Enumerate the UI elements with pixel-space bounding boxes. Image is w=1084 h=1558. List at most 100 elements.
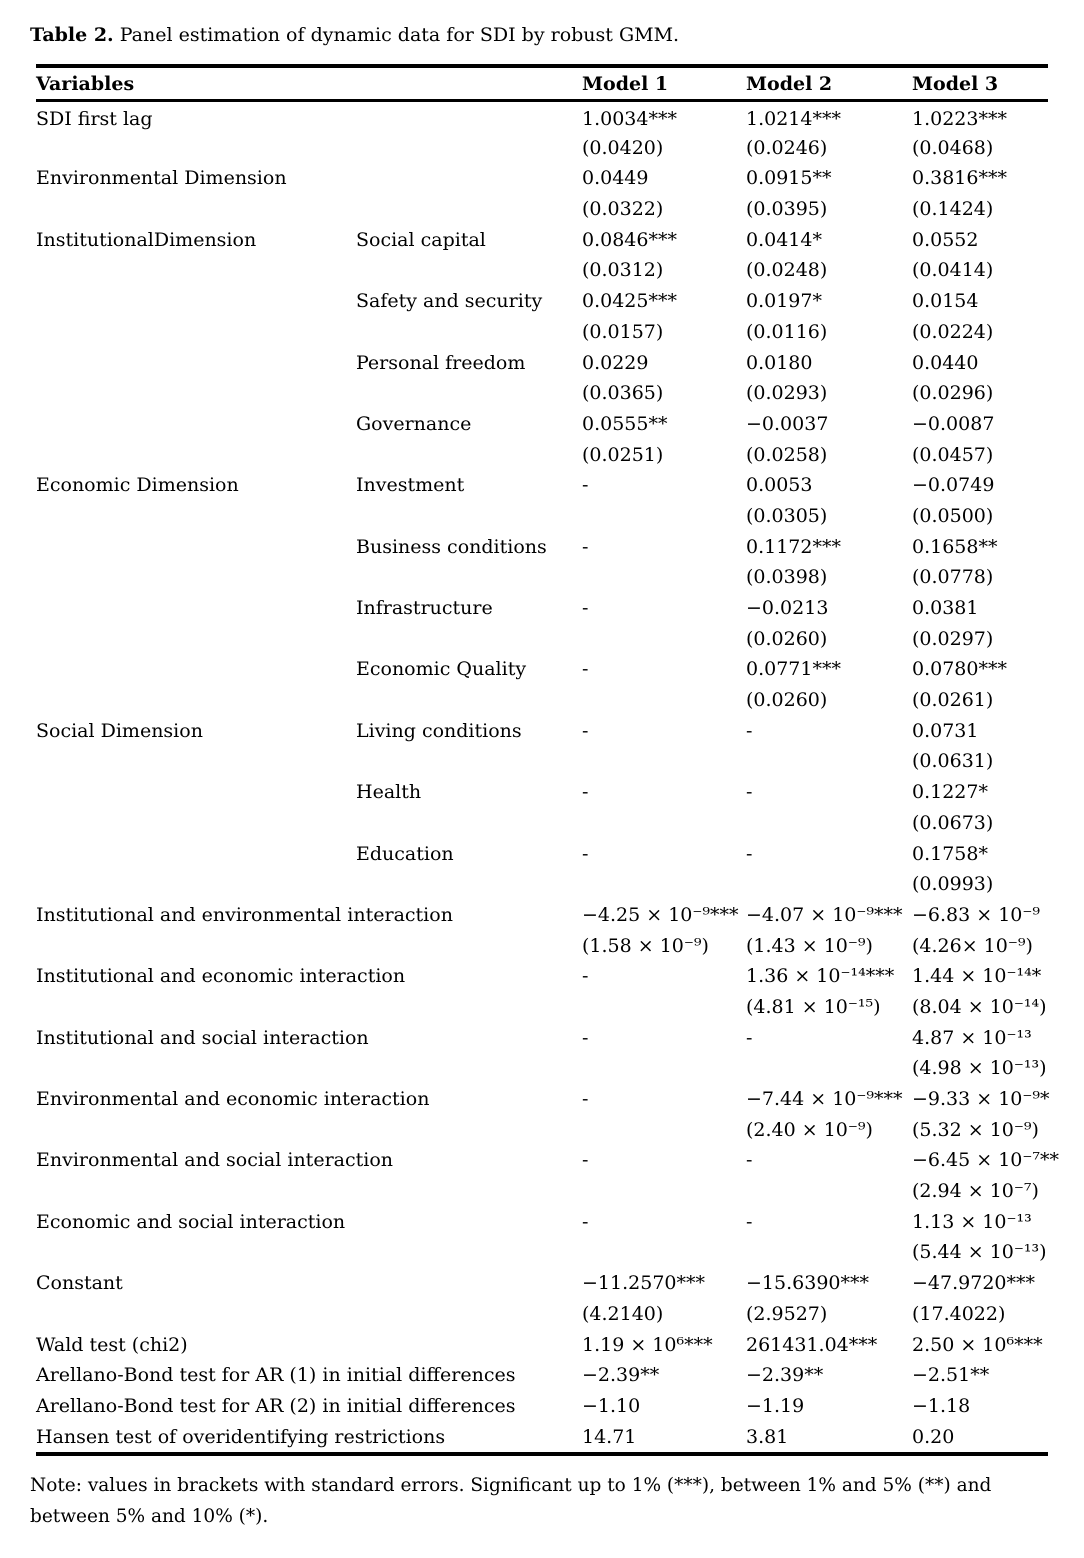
coefficient-value: 0.0197* [746,290,822,313]
standard-error: (0.0395) [746,198,828,221]
variable-cell: Economic and social interaction [36,1207,582,1268]
coefficient-value: - [582,474,589,497]
model2-cell: - [746,1145,912,1206]
variable-label: InstitutionalDimension [36,228,257,251]
model3-cell: −1.18 [912,1391,1048,1422]
sub-variable-label: Living conditions [356,719,522,742]
variable-label: Wald test (chi2) [36,1333,188,1356]
table-row: Constant −11.2570*** (4.2140) −15.6390*** (2… [36,1268,1048,1329]
model2-cell: −4.07 × 10⁻⁹*** (1.43 × 10⁻⁹) [746,900,912,961]
table-header: Variables Model 1 Model 2 Model 3 [36,66,1048,102]
variable-cell: Institutional and economic interaction [36,961,582,1022]
standard-error: (5.44 × 10⁻¹³) [912,1241,1047,1264]
model3-cell: 0.3816*** (0.1424) [912,163,1048,224]
table-row: Environmental Dimension 0.0449 (0.0322) 0.0… [36,163,1048,224]
model1-cell: - [582,654,746,715]
model2-cell: 1.36 × 10⁻¹⁴*** (4.81 × 10⁻¹⁵) [746,961,912,1022]
model2-cell: 0.0771*** (0.0260) [746,654,912,715]
variable-cell: Environmental Dimension [36,163,582,224]
coefficient-value: - [582,597,589,619]
coefficient-value: 0.20 [912,1425,955,1448]
model2-cell: 3.81 [746,1422,912,1455]
model2-cell: −1.19 [746,1391,912,1422]
coefficient-value: - [582,658,589,681]
coefficient-value: 0.1758* [912,842,988,865]
sub-variable-label: Economic Quality [356,658,527,681]
model2-cell: 0.0197* (0.0116) [746,286,912,347]
standard-error: (0.0468) [912,136,994,159]
sub-variable-label: Investment [356,474,465,497]
model1-cell: - [582,839,746,900]
standard-error: (0.0258) [746,443,828,466]
variable-cell: Institutional and environmental interact… [36,900,582,961]
coefficient-value: 0.0053 [746,474,813,497]
coefficient-value: −2.39** [582,1364,660,1387]
variable-label [36,286,356,317]
coefficient-value: −4.07 × 10⁻⁹*** [746,903,903,926]
variable-label [36,593,356,624]
coefficient-value: 0.0915** [746,167,832,190]
variable-cell [36,409,356,470]
model2-cell: - [746,1023,912,1084]
model1-cell: −2.39** [582,1360,746,1391]
coefficient-value: 1.13 × 10⁻¹³ [912,1210,1032,1233]
sub-variable-cell: Personal freedom [356,348,582,409]
model1-cell: - [582,777,746,838]
coefficient-value: - [746,1210,753,1233]
standard-error: (4.81 × 10⁻¹⁵) [746,995,881,1018]
model3-cell: 0.0731 (0.0631) [912,716,1048,777]
variable-label: SDI first lag [36,108,153,130]
table-row: Personal freedom 0.0229 (0.0365) 0.0180 (0.0… [36,348,1048,409]
coefficient-value: −7.44 × 10⁻⁹*** [746,1088,903,1110]
variable-label: Environmental and social interaction [36,1149,394,1172]
sub-variable-cell: Education [356,839,582,900]
model3-cell: −0.0087 (0.0457) [912,409,1048,470]
model1-cell: - [582,593,746,654]
coefficient-value: - [582,719,589,742]
results-table: Variables Model 1 Model 2 Model 3 SDI fi… [36,64,1060,1457]
coefficient-value: −9.33 × 10⁻⁹* [912,1088,1050,1110]
standard-error: (0.0322) [582,198,664,221]
model3-cell: 0.0154 (0.0224) [912,286,1048,347]
model2-cell: −2.39** [746,1360,912,1391]
table-row: Economic Quality - 0.0771*** (0.0260) 0.0780… [36,654,1048,715]
standard-error: (0.0248) [746,259,828,282]
standard-error: (4.2140) [582,1302,664,1325]
coefficient-value: −0.0037 [746,412,829,435]
table-row: Arellano-Bond test for AR (1) in initial… [36,1360,1048,1391]
variable-cell: Wald test (chi2) [36,1330,582,1361]
coefficient-value: 0.0771*** [746,658,841,681]
table-row: Business conditions -0.1172*** (0.0398) 0.1… [36,532,1048,593]
coefficient-value: - [746,719,753,742]
model2-cell: −7.44 × 10⁻⁹*** (2.40 × 10⁻⁹) [746,1084,912,1145]
coefficient-value: 0.0425*** [582,290,677,313]
variable-label [36,839,356,870]
coefficient-value: 1.0223*** [912,108,1007,130]
standard-error: (0.0631) [912,750,994,773]
table-row: Health - - 0.1227* (0.0673) [36,777,1048,838]
variable-cell: Institutional and social interaction [36,1023,582,1084]
variable-cell: Arellano-Bond test for AR (2) in initial… [36,1391,582,1422]
coefficient-value: −6.45 × 10⁻⁷** [912,1149,1060,1172]
table-row: Institutional and economic interaction - 1… [36,961,1048,1022]
sub-variable-cell: Investment [356,470,582,531]
standard-error: (0.0398) [746,566,828,589]
coefficient-value: −15.6390*** [746,1272,869,1295]
model2-cell: 0.1172*** (0.0398) [746,532,912,593]
model3-cell: 0.0780*** (0.0261) [912,654,1048,715]
model3-cell: −9.33 × 10⁻⁹* (5.32 × 10⁻⁹) [912,1084,1050,1145]
coefficient-value: 0.0154 [912,290,979,313]
coefficient-value: 2.50 × 10⁶*** [912,1333,1043,1356]
model3-cell: 0.0440 (0.0296) [912,348,1048,409]
variable-label: Institutional and economic interaction [36,965,406,988]
sub-variable-cell: Living conditions [356,716,582,777]
coefficient-value: −11.2570*** [582,1272,705,1295]
variable-cell [36,654,356,715]
model2-cell: - [746,1207,912,1268]
standard-error: (0.0296) [912,382,994,405]
model1-cell: 1.0034*** (0.0420) [582,101,746,164]
model3-cell: −2.51** [912,1360,1048,1391]
table-row: Economic Dimension Investment - 0.0053 (0.03… [36,470,1048,531]
col-header-model2: Model 2 [746,66,912,102]
model1-cell: - [582,532,746,593]
